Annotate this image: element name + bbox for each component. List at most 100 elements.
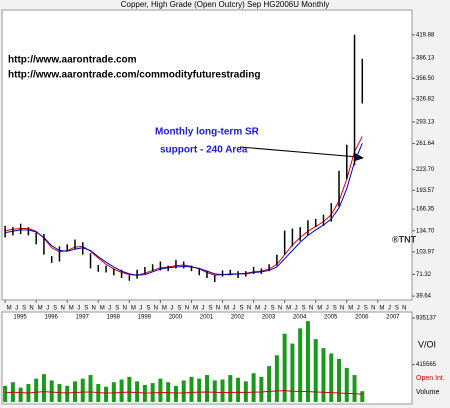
volume-bar — [282, 333, 287, 402]
month-label: J — [15, 306, 18, 312]
month-label: S — [364, 306, 368, 312]
volume-bar — [18, 387, 23, 402]
month-label: N — [216, 306, 220, 312]
month-label: J — [326, 306, 329, 312]
volume-bar — [80, 378, 85, 402]
volume-bar — [212, 380, 217, 402]
volume-bar — [49, 380, 54, 402]
month-label: M — [348, 306, 353, 312]
volume-bar — [41, 374, 46, 402]
volume-bar — [88, 375, 93, 402]
month-label: S — [395, 306, 399, 312]
volume-bar — [119, 379, 124, 402]
month-label: J — [357, 306, 360, 312]
volume-bar — [305, 321, 310, 402]
y-tick-label: 386.13 — [416, 56, 435, 62]
month-label: S — [146, 306, 150, 312]
y-tick-label: 223.70 — [416, 167, 435, 173]
y-tick-label: 193.57 — [416, 188, 435, 194]
y-tick-label: 39.64 — [416, 294, 432, 300]
volume-bar — [274, 355, 279, 402]
x-tick-label: 1997 — [76, 315, 90, 321]
month-label: N — [185, 306, 189, 312]
month-label: J — [139, 306, 142, 312]
volume-bar — [197, 378, 202, 402]
month-label: N — [278, 306, 282, 312]
x-tick-label: 1995 — [13, 315, 27, 321]
volume-bar — [259, 376, 264, 402]
volume-bar — [329, 353, 334, 402]
logo: ®TNT — [392, 234, 417, 244]
month-label: S — [302, 306, 306, 312]
volume-bar — [243, 381, 248, 402]
volume-bar — [236, 377, 241, 402]
month-label: M — [131, 306, 136, 312]
month-label: S — [84, 306, 88, 312]
month-label: J — [46, 306, 49, 312]
volume-bar — [337, 358, 342, 402]
month-label: M — [286, 306, 291, 312]
month-label: J — [295, 306, 298, 312]
month-label: J — [264, 306, 267, 312]
volume-bar — [290, 343, 295, 402]
month-label: M — [7, 306, 12, 312]
volume-bar — [267, 366, 272, 402]
month-label: M — [193, 306, 198, 312]
month-label: N — [123, 306, 127, 312]
month-label: S — [53, 306, 57, 312]
month-label: M — [69, 306, 74, 312]
volume-bar — [135, 381, 140, 402]
x-tick-label: 2005 — [324, 315, 338, 321]
month-label: J — [388, 306, 391, 312]
x-tick-label: 2006 — [355, 315, 369, 321]
y-tick-label: 419.88 — [416, 32, 435, 38]
annotation: V/OI — [418, 339, 436, 349]
volume-bar — [65, 385, 70, 402]
volume-bar — [104, 386, 109, 402]
month-label: J — [233, 306, 236, 312]
month-label: S — [177, 306, 181, 312]
y-tick-label: 103.97 — [416, 249, 435, 255]
chart-title: Copper, High Grade (Open Outcry) Sep HG2… — [121, 0, 330, 9]
month-label: S — [240, 306, 244, 312]
y-tick-label: 166.35 — [416, 207, 435, 213]
month-label: S — [271, 306, 275, 312]
volume-bar — [189, 376, 194, 402]
x-tick-label: 1999 — [138, 315, 152, 321]
annotation: support - 240 Area — [160, 145, 248, 156]
x-tick-label: 2000 — [169, 315, 183, 321]
y-tick-label: 356.50 — [416, 76, 435, 82]
volume-bar — [166, 382, 171, 402]
volume-bar — [3, 385, 8, 402]
month-label: S — [22, 306, 26, 312]
y-tick-label: 293.13 — [416, 120, 435, 126]
month-label: N — [247, 306, 251, 312]
x-tick-label: 2007 — [386, 315, 400, 321]
price-panel — [1, 9, 413, 301]
volume-bar — [181, 380, 186, 402]
x-tick-label: 2002 — [231, 315, 245, 321]
month-label: J — [201, 306, 204, 312]
y-tick-label: 415565 — [416, 362, 437, 368]
volume-bar — [352, 375, 357, 402]
x-tick-label: 1998 — [107, 315, 121, 321]
month-label: M — [100, 306, 105, 312]
annotation: http://www.aarontrade.com — [8, 55, 137, 66]
month-label: N — [154, 306, 158, 312]
month-label: M — [255, 306, 260, 312]
month-label: S — [208, 306, 212, 312]
volume-bar — [220, 379, 225, 402]
month-label: N — [29, 306, 33, 312]
month-label: N — [309, 306, 313, 312]
y-tick-label: 326.82 — [416, 96, 435, 102]
x-tick-label: 2004 — [293, 315, 307, 321]
month-label: M — [224, 306, 229, 312]
x-tick-label: 1996 — [44, 315, 58, 321]
month-label: S — [115, 306, 119, 312]
x-tick-label: 2001 — [200, 315, 214, 321]
volume-bar — [298, 328, 303, 402]
month-label: M — [38, 306, 43, 312]
arrow — [239, 146, 359, 158]
